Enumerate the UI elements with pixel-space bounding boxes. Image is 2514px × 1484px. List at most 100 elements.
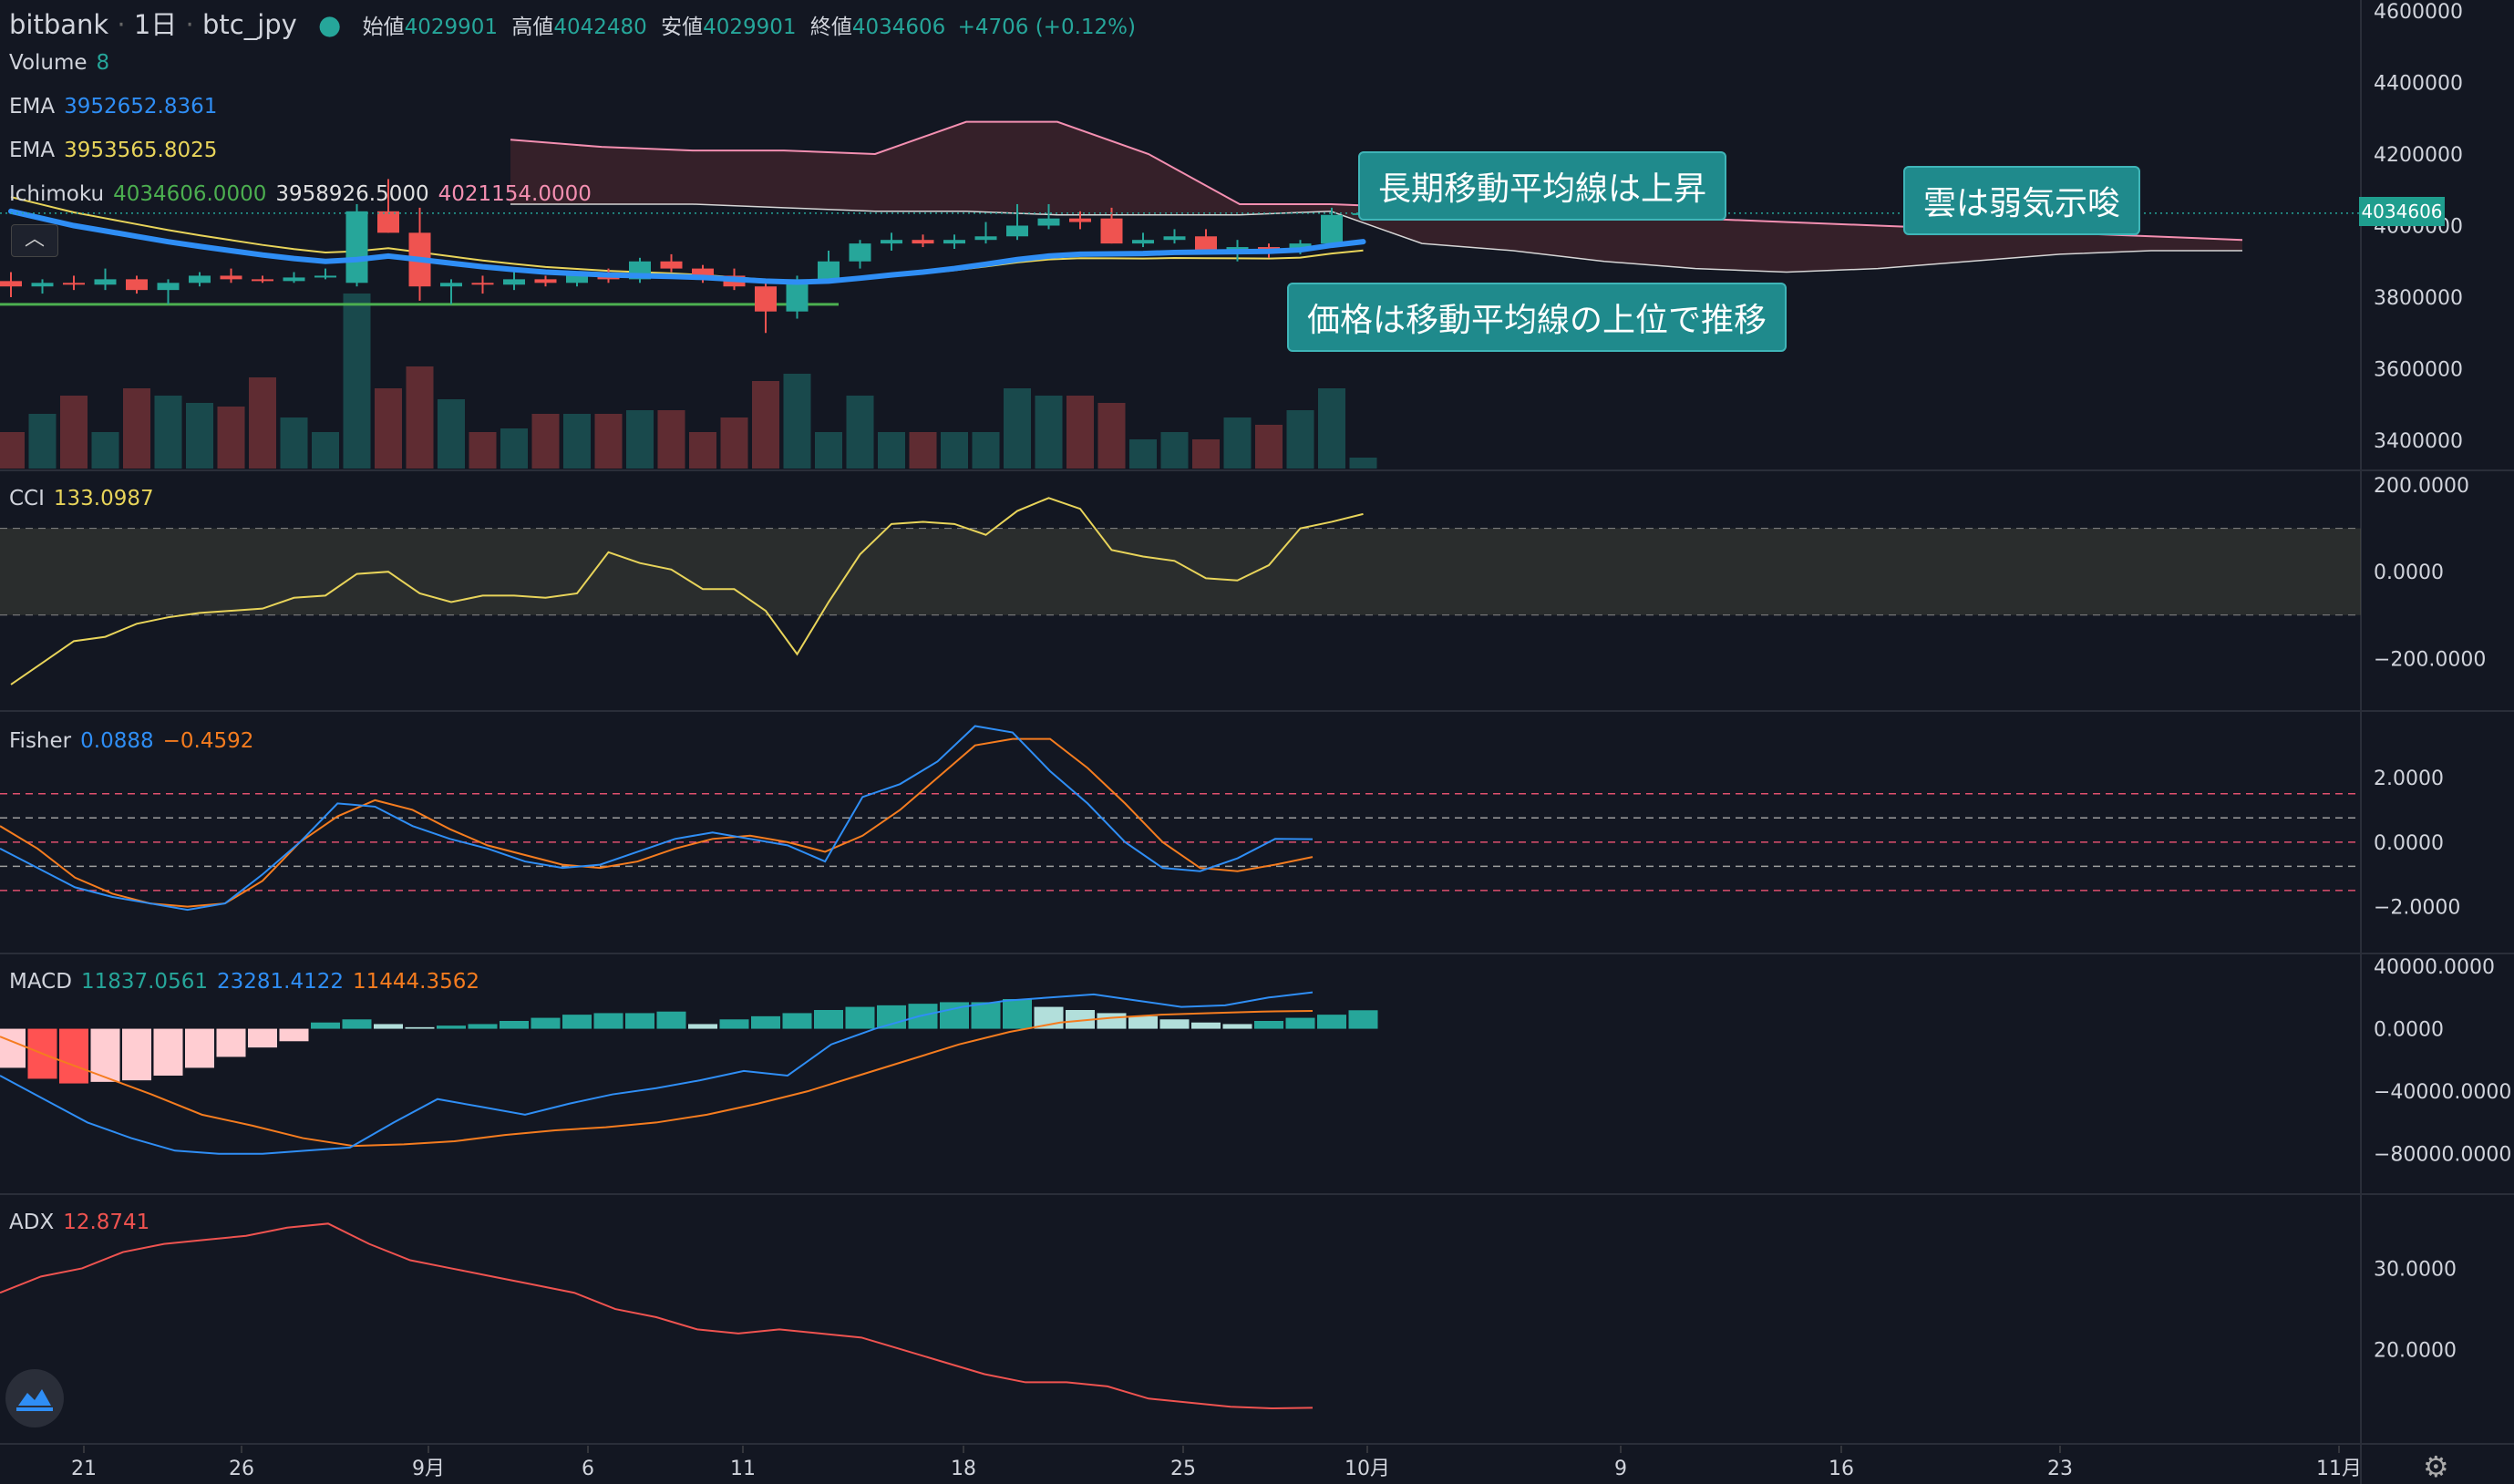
time-tick-label: 18 bbox=[951, 1458, 976, 1480]
volume-bar bbox=[28, 414, 57, 469]
candle-body bbox=[220, 275, 242, 280]
ichimoku-legend[interactable]: Ichimoku 4034606.0000 3958926.5000 4021154.… bbox=[9, 182, 592, 206]
ema2-legend[interactable]: EMA 3953565.8025 bbox=[9, 139, 217, 162]
fisher-legend[interactable]: Fisher 0.0888 −0.4592 bbox=[9, 729, 253, 753]
macd-hist-bar bbox=[1254, 1021, 1283, 1029]
cci-line bbox=[10, 497, 1364, 685]
symbol-label[interactable]: btc_jpy bbox=[201, 9, 297, 40]
macd-v2: 23281.4122 bbox=[216, 970, 344, 994]
macd-tick-label: −40000.0000 bbox=[2374, 1081, 2511, 1104]
macd-hist-bar bbox=[122, 1028, 151, 1081]
adx-legend[interactable]: ADX 12.8741 bbox=[9, 1211, 149, 1234]
market-status-icon: ● bbox=[318, 9, 342, 40]
volume-bar bbox=[689, 432, 716, 469]
macd-hist-bar bbox=[59, 1028, 88, 1084]
macd-hist-bar bbox=[153, 1028, 183, 1076]
cci-band bbox=[0, 528, 2361, 615]
candle-body bbox=[974, 236, 997, 241]
macd-hist-bar bbox=[688, 1024, 717, 1029]
macd-legend[interactable]: MACD 11837.0561 23281.4122 11444.3562 bbox=[9, 970, 479, 994]
time-tick-label: 16 bbox=[1829, 1458, 1854, 1480]
adx-line bbox=[0, 1222, 1314, 1410]
macd-hist-bar bbox=[845, 1006, 875, 1029]
cci-legend[interactable]: CCI 133.0987 bbox=[9, 487, 154, 510]
volume-bar bbox=[438, 399, 465, 469]
ichimoku-v3: 4021154.0000 bbox=[438, 182, 592, 206]
ema1-legend[interactable]: EMA 3952652.8361 bbox=[9, 95, 217, 119]
fisher-tick-label: 0.0000 bbox=[2374, 832, 2444, 855]
macd-v3: 11444.3562 bbox=[352, 970, 479, 994]
candle-body bbox=[1321, 214, 1343, 244]
macd-hist-bar bbox=[405, 1026, 435, 1029]
time-tick-label: 9 bbox=[1614, 1458, 1627, 1480]
adx-value: 12.8741 bbox=[63, 1211, 150, 1234]
price-tick-label: 3400000 bbox=[2374, 430, 2463, 453]
collapse-legend-button[interactable]: ︿ bbox=[11, 224, 58, 257]
ema-fast-line bbox=[8, 208, 1366, 285]
macd-hist-bar bbox=[625, 1013, 654, 1029]
callout-price-above: 価格は移動平均線の上位で推移 bbox=[1287, 283, 1788, 352]
volume-bar bbox=[720, 417, 748, 469]
ichimoku-cloud bbox=[510, 121, 2242, 273]
cci-tick-label: 0.0000 bbox=[2374, 562, 2444, 584]
volume-bar bbox=[500, 428, 528, 469]
ema2-value: 3953565.8025 bbox=[64, 139, 218, 162]
volume-bar bbox=[375, 388, 402, 469]
ema1-label: EMA bbox=[9, 95, 56, 119]
volume-bar bbox=[406, 366, 434, 469]
candle-body bbox=[283, 277, 305, 282]
adx-label: ADX bbox=[9, 1211, 55, 1234]
close-value: 4034606 bbox=[851, 15, 946, 39]
macd-hist-bar bbox=[719, 1019, 749, 1029]
candle-body bbox=[1195, 236, 1217, 251]
volume-bar bbox=[1035, 396, 1063, 469]
candle-body bbox=[314, 275, 336, 278]
candle-body bbox=[692, 268, 714, 276]
candle-body bbox=[440, 283, 462, 287]
price-tick-label: 4600000 bbox=[2374, 1, 2463, 24]
time-tick-label: 11月 bbox=[2316, 1458, 2362, 1480]
candle-body bbox=[1289, 243, 1312, 251]
fisher-v2: −0.4592 bbox=[162, 729, 254, 753]
macd-hist-bar bbox=[877, 1005, 906, 1029]
macd-hist-bar bbox=[531, 1017, 561, 1029]
interval-label[interactable]: 1日 bbox=[133, 9, 178, 40]
callout-cloud: 雲は弱気示唆 bbox=[1903, 166, 2141, 235]
fisher-v1: 0.0888 bbox=[80, 729, 154, 753]
macd-hist-bar bbox=[562, 1015, 592, 1029]
candle-body bbox=[1100, 218, 1123, 244]
candle-body bbox=[1069, 218, 1091, 222]
volume-bar bbox=[1255, 425, 1283, 469]
fisher-tick-label: 2.0000 bbox=[2374, 768, 2444, 790]
volume-bar bbox=[1349, 458, 1377, 469]
macd-hist-bar bbox=[1003, 999, 1032, 1029]
macd-hist-bar bbox=[437, 1025, 466, 1029]
macd-hist-bar bbox=[1348, 1010, 1378, 1029]
volume-bar bbox=[249, 377, 276, 469]
macd-hist-bar bbox=[374, 1024, 403, 1029]
candle-body bbox=[31, 283, 54, 287]
fisher-signal-line bbox=[0, 737, 1314, 908]
volume-bar bbox=[1097, 403, 1126, 469]
open-value: 4029901 bbox=[404, 15, 499, 39]
time-tick-label: 25 bbox=[1170, 1458, 1196, 1480]
volume-bar bbox=[941, 432, 968, 469]
settings-gear-icon[interactable]: ⚙ bbox=[2423, 1449, 2449, 1484]
volume-bar bbox=[878, 432, 905, 469]
volume-legend[interactable]: Volume 8 bbox=[9, 51, 109, 75]
candle-body bbox=[1006, 225, 1028, 237]
cci-value: 133.0987 bbox=[53, 487, 154, 510]
candle-body bbox=[912, 240, 934, 244]
macd-hist-bar bbox=[1097, 1013, 1127, 1029]
exchange-label: bitbank bbox=[9, 9, 109, 40]
volume-bar bbox=[186, 403, 213, 469]
volume-bar bbox=[469, 432, 497, 469]
candle-body bbox=[1132, 240, 1154, 244]
macd-hist-bar bbox=[279, 1028, 309, 1042]
price-tick-label: 4200000 bbox=[2374, 144, 2463, 167]
macd-hist-bar bbox=[814, 1010, 843, 1029]
macd-label: MACD bbox=[9, 970, 72, 994]
volume-bar bbox=[123, 388, 150, 469]
logo-icon[interactable] bbox=[5, 1369, 64, 1427]
